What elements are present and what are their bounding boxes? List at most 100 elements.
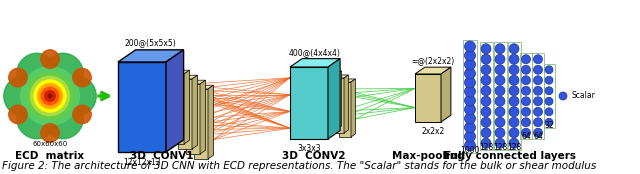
Text: 200@(5x5x5): 200@(5x5x5)	[125, 38, 177, 47]
Circle shape	[522, 55, 531, 64]
Polygon shape	[162, 69, 176, 139]
Polygon shape	[166, 50, 184, 152]
Circle shape	[465, 41, 476, 52]
Polygon shape	[339, 82, 351, 137]
Circle shape	[465, 140, 476, 151]
Text: 60x60x60: 60x60x60	[33, 141, 68, 147]
Polygon shape	[344, 75, 348, 133]
Circle shape	[9, 105, 28, 124]
Circle shape	[545, 97, 553, 105]
Circle shape	[41, 124, 60, 142]
Text: 64: 64	[521, 132, 531, 141]
Circle shape	[481, 107, 491, 117]
Circle shape	[495, 128, 505, 138]
Polygon shape	[194, 89, 208, 159]
Text: 64: 64	[533, 132, 543, 141]
Polygon shape	[162, 65, 182, 69]
Circle shape	[509, 75, 519, 85]
Text: 128: 128	[479, 143, 493, 152]
Circle shape	[73, 105, 92, 124]
Polygon shape	[194, 85, 214, 89]
Polygon shape	[118, 62, 166, 152]
Circle shape	[495, 117, 505, 127]
Circle shape	[522, 118, 531, 127]
Circle shape	[43, 53, 83, 94]
Polygon shape	[415, 74, 441, 122]
Circle shape	[509, 128, 519, 138]
Text: 32: 32	[544, 121, 554, 130]
Circle shape	[465, 131, 476, 142]
Circle shape	[481, 44, 491, 54]
Circle shape	[481, 128, 491, 138]
Circle shape	[481, 117, 491, 127]
Circle shape	[495, 44, 505, 54]
Polygon shape	[332, 75, 348, 78]
Text: =@(2x2x2): =@(2x2x2)	[412, 56, 454, 65]
Circle shape	[41, 87, 59, 105]
Circle shape	[545, 87, 553, 95]
Circle shape	[495, 107, 505, 117]
Circle shape	[481, 96, 491, 106]
Circle shape	[534, 118, 543, 127]
Polygon shape	[170, 74, 184, 144]
Polygon shape	[351, 79, 355, 137]
Text: Figure 2: The architecture of 3D CNN with ECD representations. The "Scalar" stan: Figure 2: The architecture of 3D CNN wit…	[2, 161, 596, 171]
Circle shape	[509, 86, 519, 96]
Polygon shape	[186, 84, 200, 154]
Circle shape	[481, 54, 491, 64]
Text: 3D  CONV2: 3D CONV2	[282, 151, 346, 161]
Text: 3x3x3: 3x3x3	[297, 144, 321, 153]
Circle shape	[522, 97, 531, 106]
Circle shape	[465, 95, 476, 106]
Text: 400@(4x4x4): 400@(4x4x4)	[289, 48, 341, 57]
Circle shape	[465, 86, 476, 97]
Circle shape	[545, 76, 553, 84]
Circle shape	[34, 80, 66, 112]
Text: Max-pooling: Max-pooling	[392, 151, 464, 161]
Circle shape	[465, 113, 476, 124]
Polygon shape	[339, 79, 355, 82]
Polygon shape	[170, 70, 189, 74]
Polygon shape	[186, 80, 205, 84]
Polygon shape	[415, 67, 451, 74]
Circle shape	[534, 55, 543, 64]
Circle shape	[534, 76, 543, 85]
Circle shape	[465, 50, 476, 61]
Polygon shape	[325, 71, 341, 74]
Circle shape	[17, 53, 57, 94]
Circle shape	[465, 104, 476, 115]
Text: 128: 128	[493, 143, 507, 152]
Polygon shape	[192, 75, 198, 149]
Circle shape	[465, 77, 476, 88]
Circle shape	[509, 96, 519, 106]
Circle shape	[509, 117, 519, 127]
Circle shape	[481, 65, 491, 75]
Polygon shape	[178, 75, 198, 79]
Text: Scalar: Scalar	[571, 92, 595, 101]
Circle shape	[522, 65, 531, 74]
Circle shape	[534, 107, 543, 116]
Circle shape	[45, 91, 55, 101]
Circle shape	[495, 75, 505, 85]
Circle shape	[545, 66, 553, 74]
Circle shape	[522, 107, 531, 116]
Text: 12x12x12: 12x12x12	[124, 158, 161, 167]
Circle shape	[49, 94, 52, 98]
Circle shape	[4, 76, 44, 116]
Polygon shape	[290, 59, 340, 67]
Circle shape	[41, 50, 60, 68]
Text: 1000: 1000	[460, 146, 480, 155]
Circle shape	[38, 84, 62, 108]
Circle shape	[509, 54, 519, 64]
Circle shape	[495, 86, 505, 96]
Circle shape	[522, 76, 531, 85]
Circle shape	[509, 65, 519, 75]
Circle shape	[43, 98, 83, 139]
Polygon shape	[200, 80, 205, 154]
Polygon shape	[332, 78, 344, 133]
Circle shape	[534, 65, 543, 74]
Circle shape	[465, 122, 476, 133]
Circle shape	[559, 92, 567, 100]
Polygon shape	[178, 79, 192, 149]
Polygon shape	[337, 71, 341, 129]
